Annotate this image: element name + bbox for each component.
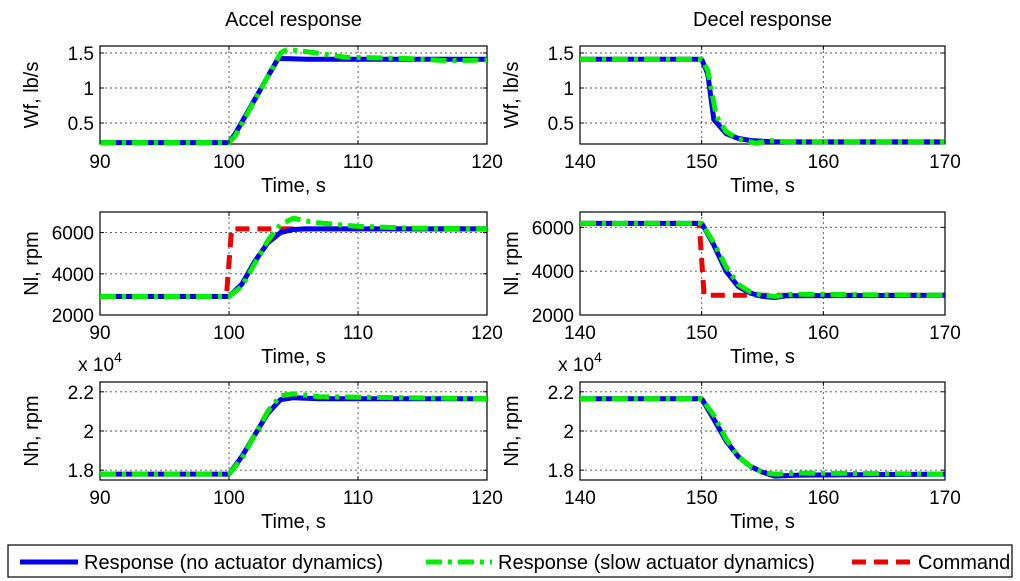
y-tick-label: 1.8 [68, 461, 94, 482]
x-tick-label: 120 [471, 152, 503, 173]
x-tick-label: 160 [807, 323, 839, 344]
y-tick-label: 0.5 [548, 114, 574, 135]
legend-label-no_act: Response (no actuator dynamics) [84, 552, 383, 574]
grid-lines [100, 46, 487, 144]
subplot-p22: 140 150 160 170 2000 4000 6000 Time, s Nl, rpm [501, 211, 961, 368]
x-tick-label: 170 [929, 152, 961, 173]
x-tick-label: 140 [564, 152, 596, 173]
y-tick-label: 1 [563, 79, 574, 100]
y-exponent-label: x 104 [78, 349, 122, 376]
legend-label-slow_act: Response (slow actuator dynamics) [498, 552, 815, 574]
y-axis-label: Nh, rpm [21, 395, 43, 466]
subplot-p32: 140 150 160 170 1.8 2 2.2 Time, s Nh, rpm x 104 [501, 349, 961, 533]
y-axis-label: Nl, rpm [501, 231, 523, 295]
series-group [580, 220, 945, 300]
series-group [100, 391, 487, 477]
subplot-p12: 140 150 160 170 0.5 1 1.5 Time, s Wf, lb/s Decel … [501, 9, 961, 197]
x-tick-label: 100 [213, 488, 245, 509]
y-axis-label: Nh, rpm [501, 395, 523, 466]
x-tick-label: 150 [686, 488, 718, 509]
x-tick-label: 100 [213, 152, 245, 173]
x-tick-label: 110 [343, 488, 373, 509]
x-tick-label: 90 [89, 323, 110, 344]
y-tick-label: 2000 [52, 306, 94, 327]
x-tick-label: 110 [343, 152, 373, 173]
x-tick-label: 100 [213, 323, 245, 344]
y-tick-label: 0.5 [68, 114, 94, 135]
x-tick-label: 150 [686, 152, 718, 173]
x-tick-label: 110 [343, 323, 373, 344]
subplot-title: Accel response [225, 9, 362, 31]
series-line-slow_act [100, 47, 487, 146]
y-exponent-power: 4 [594, 349, 602, 365]
subplot-p21: 90 100 110 120 2000 4000 6000 Time, s Nl, rpm [21, 211, 503, 368]
subplot-title: Decel response [693, 9, 832, 31]
axes-frame [99, 45, 488, 145]
x-tick-label: 140 [564, 323, 596, 344]
y-exponent-power: 4 [114, 349, 122, 365]
y-tick-label: 2 [83, 422, 94, 443]
legend: Response (no actuator dynamics) Response … [7, 544, 1013, 578]
x-tick-label: 140 [564, 488, 596, 509]
y-axis-label: Wf, lb/s [501, 62, 523, 129]
y-tick-label: 1 [83, 79, 94, 100]
y-tick-label: 1.5 [68, 44, 94, 65]
x-axis-label: Time, s [261, 511, 326, 533]
y-axis-label: Nl, rpm [21, 231, 43, 295]
y-axis-label: Wf, lb/s [21, 62, 43, 129]
x-tick-label: 90 [89, 152, 110, 173]
x-tick-label: 160 [807, 488, 839, 509]
series-group [580, 396, 945, 479]
y-tick-label: 1.5 [548, 44, 574, 65]
axes-frame [579, 45, 946, 145]
y-tick-label: 6000 [532, 218, 574, 239]
series-group [580, 56, 945, 146]
series-line-slow_act [100, 391, 487, 477]
x-tick-label: 160 [807, 152, 839, 173]
x-tick-label: 150 [686, 323, 718, 344]
legend-box [7, 544, 1013, 578]
x-tick-label: 120 [471, 488, 503, 509]
x-axis-label: Time, s [730, 175, 795, 197]
y-tick-label: 2.2 [548, 383, 574, 404]
subplot-p31: 90 100 110 120 1.8 2 2.2 Time, s Nh, rpm x 104 [21, 349, 503, 533]
y-tick-label: 2.2 [68, 383, 94, 404]
x-tick-label: 90 [89, 488, 110, 509]
y-tick-label: 4000 [532, 262, 574, 283]
y-tick-label: 4000 [52, 265, 94, 286]
series-group [100, 215, 487, 299]
x-axis-label: Time, s [261, 175, 326, 197]
series-line-slow_act [580, 56, 945, 146]
y-tick-label: 2000 [532, 306, 574, 327]
x-axis-label: Time, s [730, 346, 795, 368]
x-tick-label: 120 [471, 323, 503, 344]
y-tick-label: 1.8 [548, 461, 574, 482]
x-tick-label: 170 [929, 323, 961, 344]
series-line-slow_act [100, 215, 487, 299]
series-line-slow_act [580, 220, 945, 299]
y-tick-label: 2 [563, 422, 574, 443]
x-axis-label: Time, s [261, 346, 326, 368]
x-axis-label: Time, s [730, 511, 795, 533]
y-tick-label: 6000 [52, 224, 94, 245]
legend-label-command: Command [918, 552, 1010, 574]
series-line-slow_act [580, 396, 945, 477]
subplot-p11: 90 100 110 120 0.5 1 1.5 Time, s Wf, lb/s Accel r… [21, 9, 503, 197]
y-exponent-label: x 104 [558, 349, 602, 376]
x-tick-label: 170 [929, 488, 961, 509]
